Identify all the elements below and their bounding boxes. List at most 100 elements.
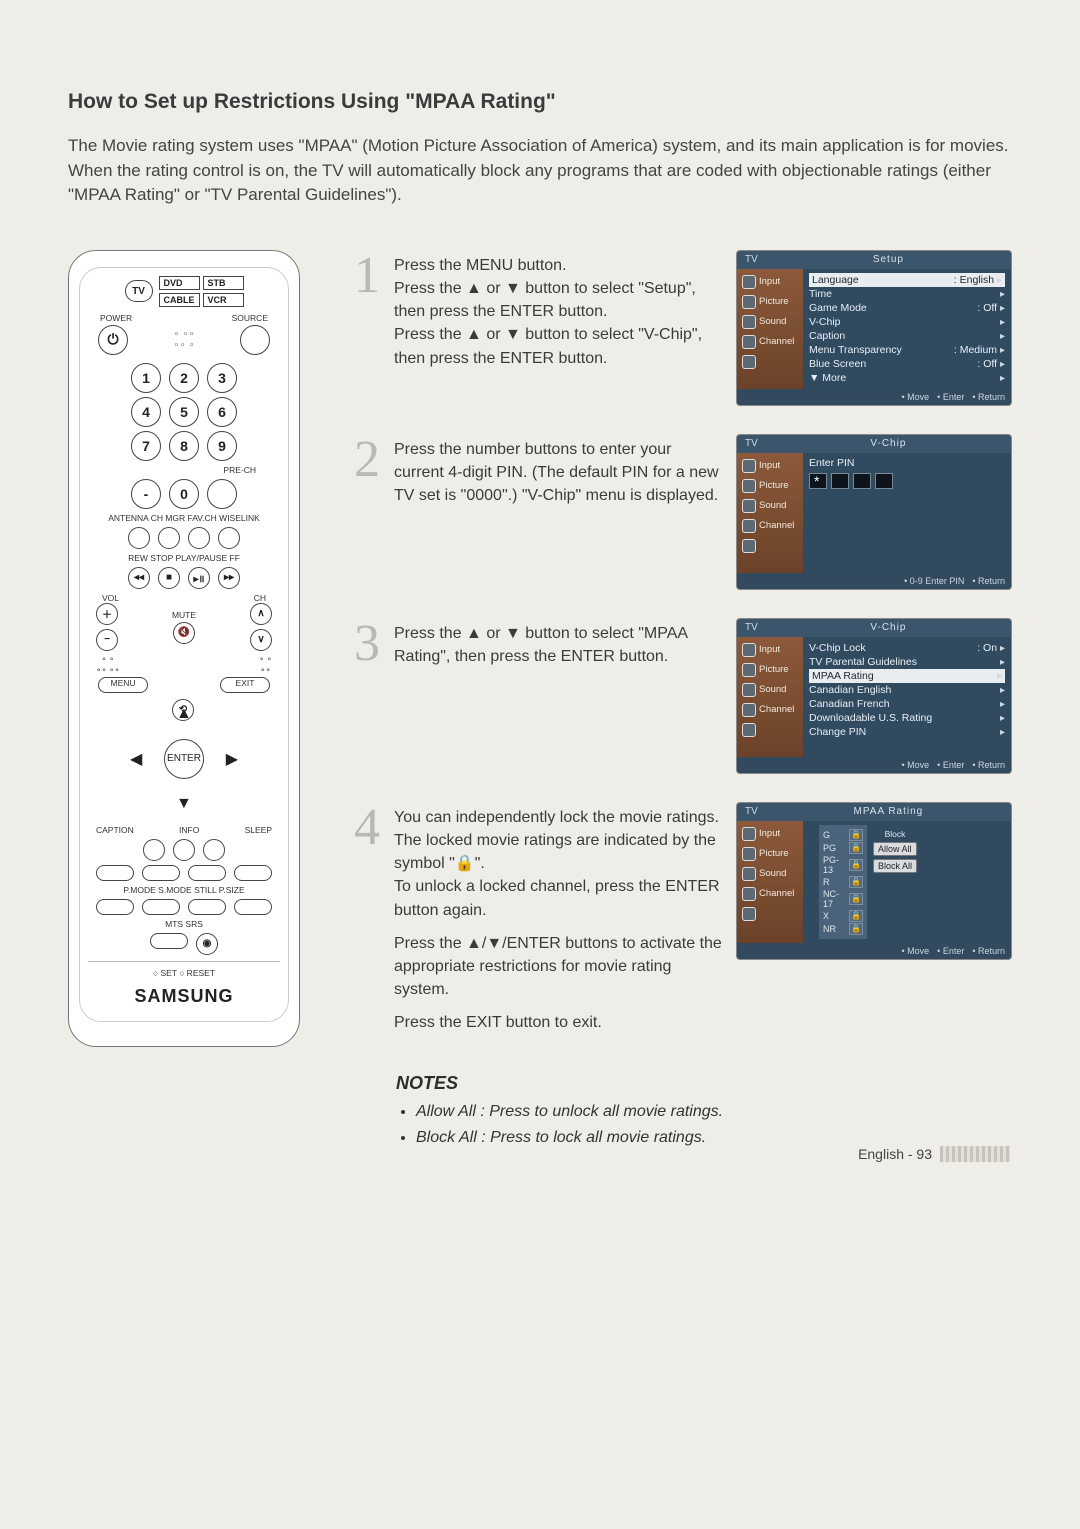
rating-row[interactable]: NC-17🔒	[823, 889, 863, 909]
side-input[interactable]: Input	[759, 276, 780, 287]
side-input[interactable]: Input	[759, 828, 780, 839]
source-button[interactable]	[240, 325, 270, 355]
dpad-right[interactable]: ▶	[226, 749, 238, 769]
side-picture[interactable]: Picture	[759, 848, 789, 859]
play-pause-button[interactable]: ▸॥	[188, 567, 210, 589]
still-button[interactable]	[188, 899, 226, 915]
pin-box-1[interactable]	[809, 473, 827, 489]
caption-button[interactable]	[143, 839, 165, 861]
menu-button[interactable]: MENU	[98, 677, 148, 693]
side-sound[interactable]: Sound	[759, 868, 786, 879]
tv-button[interactable]: TV	[125, 280, 153, 302]
info-button[interactable]	[173, 839, 195, 861]
srs-button[interactable]: ◉	[196, 933, 218, 955]
color-d[interactable]	[234, 865, 272, 881]
pin-boxes[interactable]	[809, 473, 1005, 489]
menu-row[interactable]: MPAA Rating ▸	[809, 669, 1005, 683]
menu-row[interactable]: V-Chip ▸	[809, 315, 1005, 329]
side-picture[interactable]: Picture	[759, 480, 789, 491]
pin-box-2[interactable]	[831, 473, 849, 489]
ch-down-button[interactable]: ∨	[250, 629, 272, 651]
side-input[interactable]: Input	[759, 644, 780, 655]
pin-box-3[interactable]	[853, 473, 871, 489]
menu-row[interactable]: Downloadable U.S. Rating ▸	[809, 711, 1005, 725]
stb-button[interactable]: STB	[203, 276, 244, 290]
menu-row[interactable]: Canadian French ▸	[809, 697, 1005, 711]
side-channel[interactable]: Channel	[759, 520, 794, 531]
cable-button[interactable]: CABLE	[159, 293, 200, 307]
digit-7[interactable]: 7	[131, 431, 161, 461]
digit-4[interactable]: 4	[131, 397, 161, 427]
dpad-down[interactable]: ▼	[176, 795, 192, 813]
side-sound[interactable]: Sound	[759, 316, 786, 327]
dpad-up[interactable]: ▲	[176, 705, 192, 723]
color-c[interactable]	[188, 865, 226, 881]
digit-5[interactable]: 5	[169, 397, 199, 427]
psize-button[interactable]	[234, 899, 272, 915]
footer-stripes-icon	[940, 1146, 1010, 1162]
mts-button[interactable]	[150, 933, 188, 949]
color-a[interactable]	[96, 865, 134, 881]
side-channel[interactable]: Channel	[759, 888, 794, 899]
ff-button[interactable]: ▸▸	[218, 567, 240, 589]
digit-3[interactable]: 3	[207, 363, 237, 393]
stop-button[interactable]: ■	[158, 567, 180, 589]
menu-row[interactable]: Language: English ▸	[809, 273, 1005, 287]
digit-6[interactable]: 6	[207, 397, 237, 427]
digit-1[interactable]: 1	[131, 363, 161, 393]
pmode-button[interactable]	[96, 899, 134, 915]
menu-row[interactable]: Change PIN ▸	[809, 725, 1005, 739]
allow-all-button[interactable]: Allow All	[873, 842, 917, 856]
rating-row[interactable]: X🔒	[823, 910, 863, 922]
dvd-button[interactable]: DVD	[159, 276, 200, 290]
power-button[interactable]: ⏻	[98, 325, 128, 355]
menu-row[interactable]: Menu Transparency: Medium ▸	[809, 343, 1005, 357]
step-1: 1 Press the MENU button.Press the ▲ or ▼…	[336, 250, 1012, 406]
side-picture[interactable]: Picture	[759, 664, 789, 675]
enter-button[interactable]: ENTER	[164, 739, 204, 779]
menu-row[interactable]: Time ▸	[809, 287, 1005, 301]
ratings-grid: G🔒PG🔒PG-13🔒R🔒NC-17🔒X🔒NR🔒	[819, 825, 867, 939]
vcr-button[interactable]: VCR	[203, 293, 244, 307]
rating-row[interactable]: R🔒	[823, 876, 863, 888]
rating-row[interactable]: NR🔒	[823, 923, 863, 935]
digit-0[interactable]: 0	[169, 479, 199, 509]
side-channel[interactable]: Channel	[759, 336, 794, 347]
vol-down-button[interactable]: −	[96, 629, 118, 651]
favch-button[interactable]	[188, 527, 210, 549]
wiselink-button[interactable]	[218, 527, 240, 549]
rating-row[interactable]: PG🔒	[823, 842, 863, 854]
chmgr-button[interactable]	[158, 527, 180, 549]
menu-row[interactable]: Blue Screen: Off ▸	[809, 357, 1005, 371]
menu-row[interactable]: V-Chip Lock: On ▸	[809, 641, 1005, 655]
digit-8[interactable]: 8	[169, 431, 199, 461]
block-all-button[interactable]: Block All	[873, 859, 917, 873]
color-b[interactable]	[142, 865, 180, 881]
menu-row[interactable]: Caption ▸	[809, 329, 1005, 343]
side-sound[interactable]: Sound	[759, 684, 786, 695]
digit-2[interactable]: 2	[169, 363, 199, 393]
rating-row[interactable]: G🔒	[823, 829, 863, 841]
side-picture[interactable]: Picture	[759, 296, 789, 307]
digit-9[interactable]: 9	[207, 431, 237, 461]
antenna-button[interactable]	[128, 527, 150, 549]
menu-row[interactable]: Game Mode: Off ▸	[809, 301, 1005, 315]
sleep-button[interactable]	[203, 839, 225, 861]
menu-row[interactable]: ▼ More ▸	[809, 371, 1005, 385]
rating-row[interactable]: PG-13🔒	[823, 855, 863, 875]
menu-row[interactable]: TV Parental Guidelines ▸	[809, 655, 1005, 669]
smode-button[interactable]	[142, 899, 180, 915]
mute-button[interactable]: 🔇	[173, 622, 195, 644]
menu-row[interactable]: Canadian English ▸	[809, 683, 1005, 697]
digit-dash[interactable]: -	[131, 479, 161, 509]
side-sound[interactable]: Sound	[759, 500, 786, 511]
side-input[interactable]: Input	[759, 460, 780, 471]
prech-button[interactable]	[207, 479, 237, 509]
exit-button[interactable]: EXIT	[220, 677, 270, 693]
dpad-left[interactable]: ◀	[130, 749, 142, 769]
vol-up-button[interactable]: ＋	[96, 603, 118, 625]
pin-box-4[interactable]	[875, 473, 893, 489]
side-channel[interactable]: Channel	[759, 704, 794, 715]
ch-up-button[interactable]: ∧	[250, 603, 272, 625]
rew-button[interactable]: ◂◂	[128, 567, 150, 589]
